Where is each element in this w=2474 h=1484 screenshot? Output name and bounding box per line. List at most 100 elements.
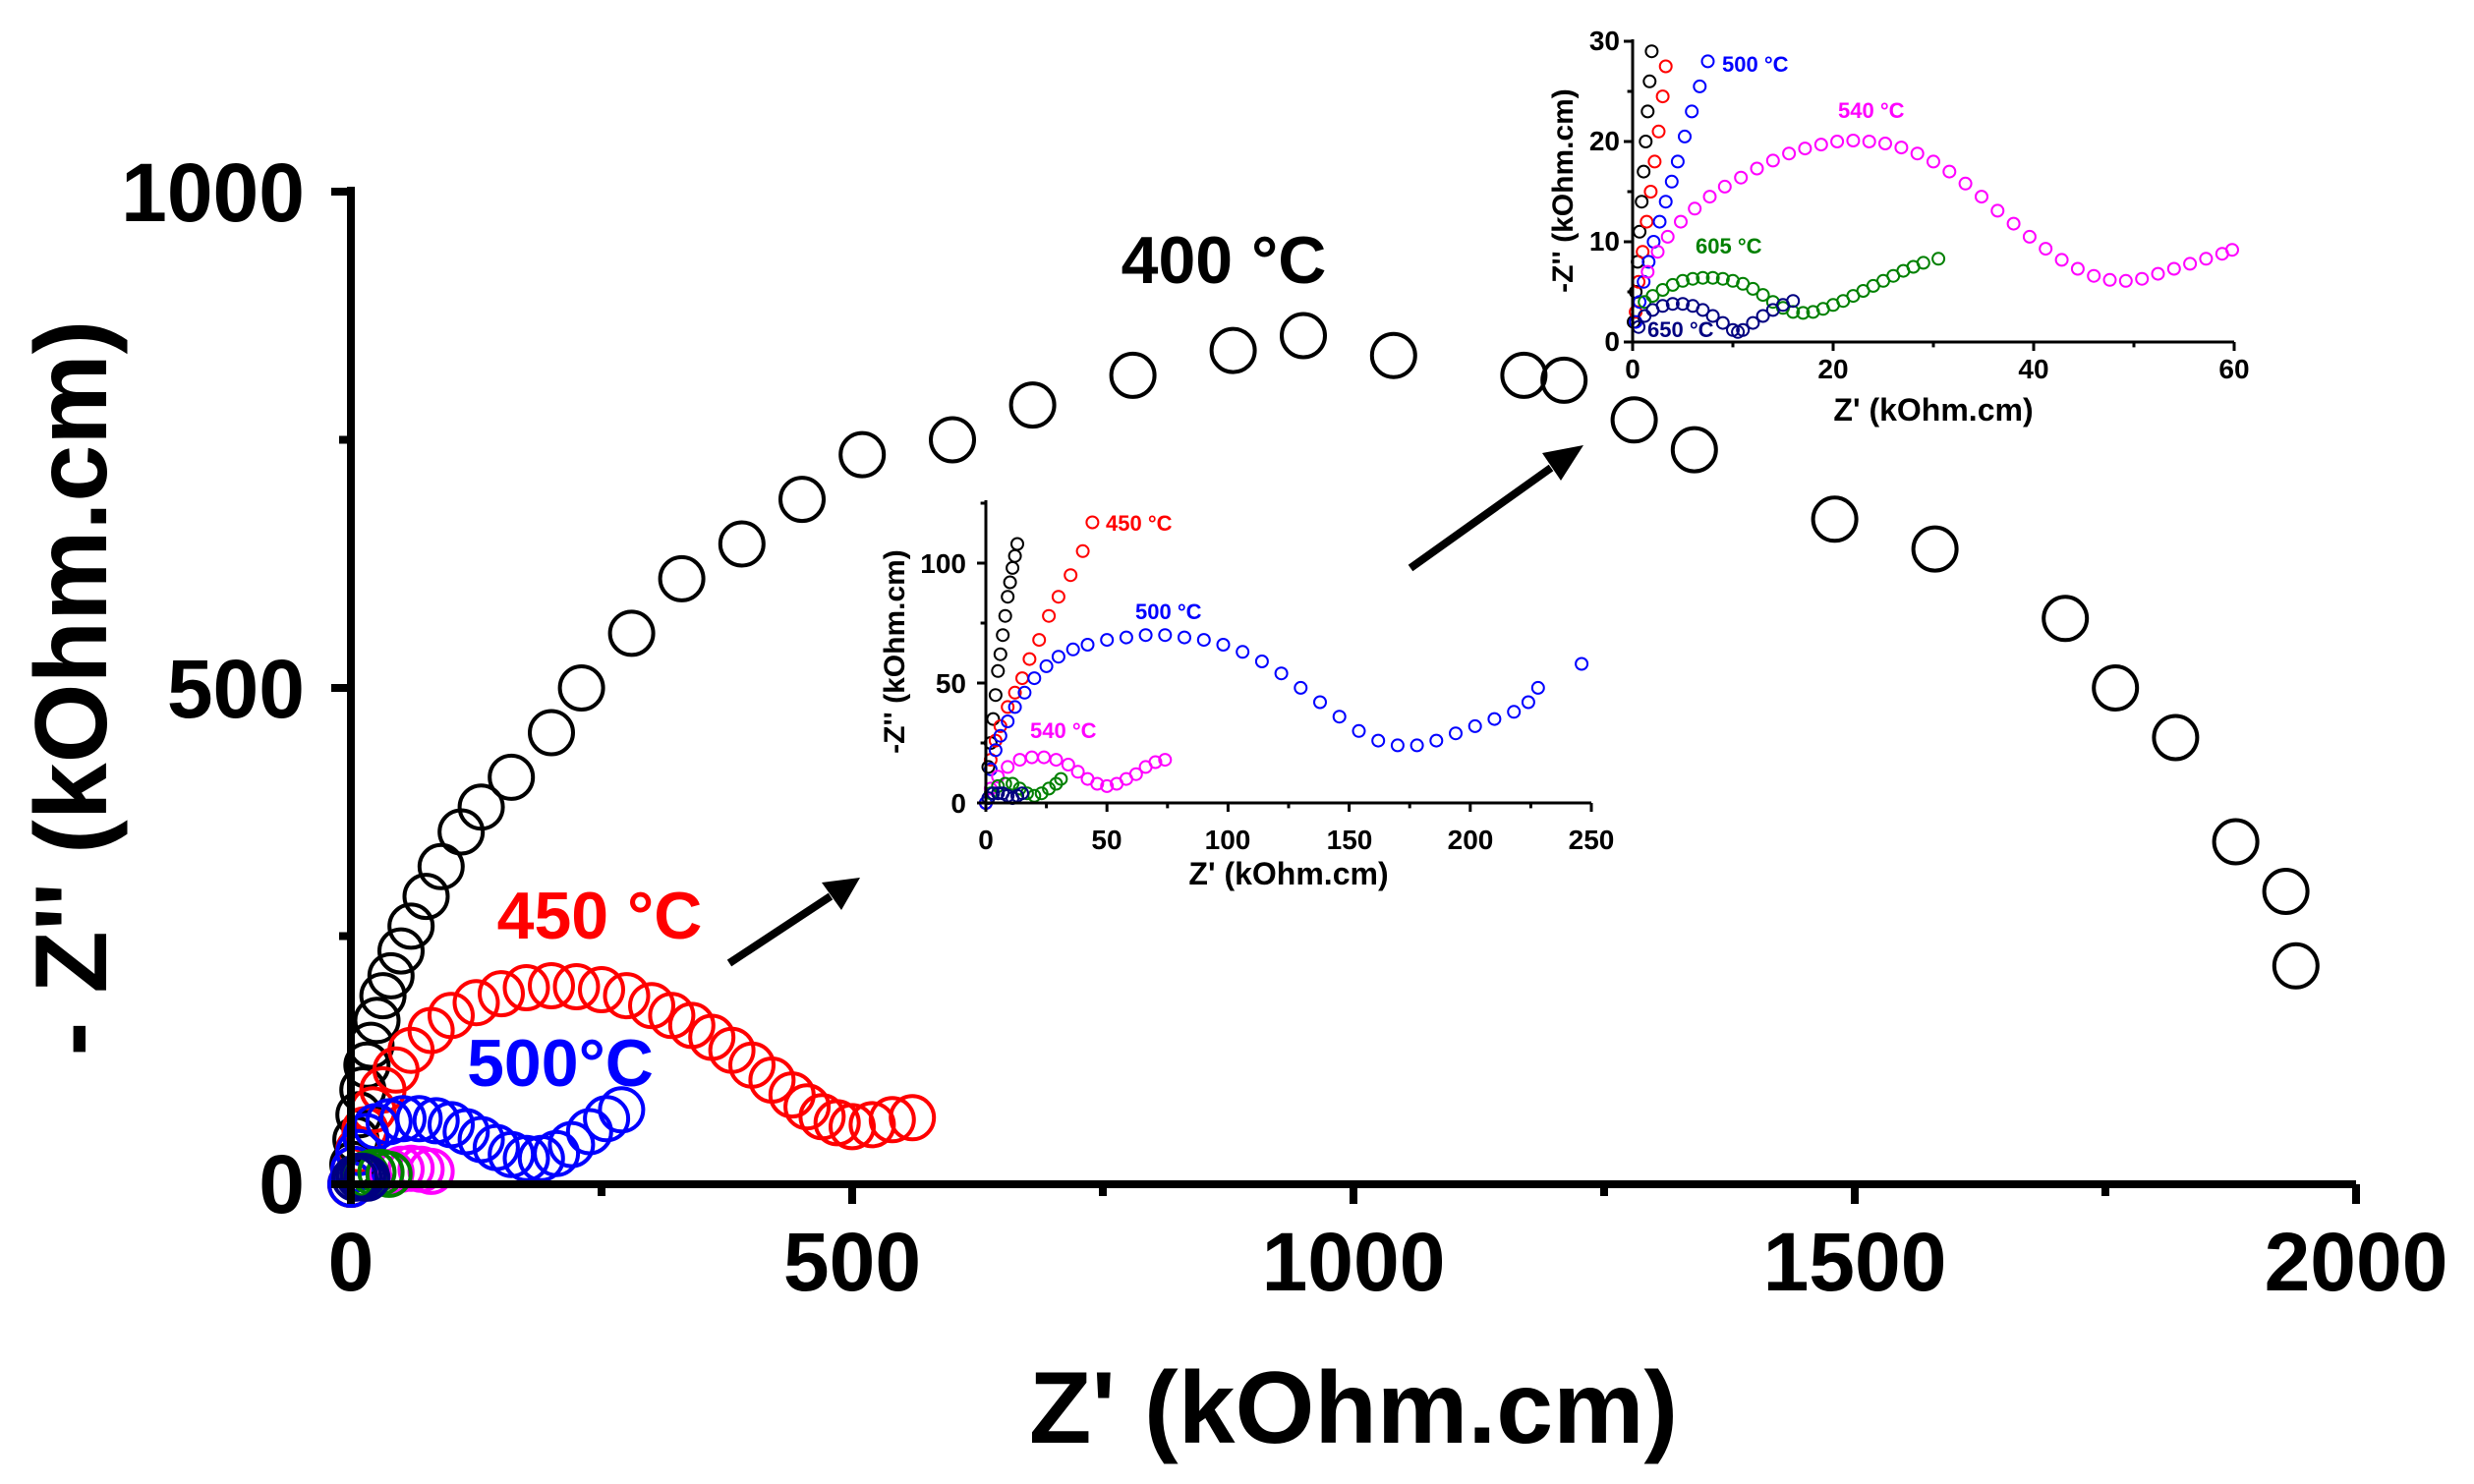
inset1-point-450-c <box>1051 590 1065 604</box>
inset2-point-500-c <box>1678 129 1692 143</box>
inset2-point-650-c <box>1676 297 1690 312</box>
annotation-400c: 400 °C <box>1122 223 1327 298</box>
inset1-point-400-c <box>981 760 996 774</box>
inset2-point-540-c <box>1688 201 1702 216</box>
main-point-450-c <box>868 1096 916 1144</box>
inset2-point-540-c <box>1975 190 1988 204</box>
main-point-400-c <box>929 416 976 464</box>
main-point-400-c <box>1280 312 1327 360</box>
inset2-point-540-c <box>2199 252 2214 266</box>
inset2-x-tick-label: 40 <box>2018 354 2048 384</box>
inset2-point-540-c <box>2006 216 2021 231</box>
inset1-point-400-c <box>996 628 1010 643</box>
inset1-point-500-c <box>1254 655 1269 668</box>
inset2-annotation-650c: 650 °C <box>1647 317 1714 342</box>
inset2-point-605-c <box>1645 289 1660 304</box>
main-point-400-c <box>367 951 415 999</box>
inset2-point-650-c <box>1736 322 1751 337</box>
inset2-point-540-c <box>1640 264 1655 279</box>
inset2-point-500-c <box>1685 104 1699 119</box>
main-point-400-c <box>1610 396 1658 444</box>
inset2-x-tick-label: 60 <box>2218 354 2249 384</box>
main-y-tick-label: 1000 <box>121 146 305 239</box>
inset1-point-400-c <box>991 663 1006 678</box>
inset2-point-450-c <box>1647 154 1662 169</box>
inset2-point-450-c <box>1643 185 1658 199</box>
main-data-points <box>327 312 2320 1208</box>
inset1-point-450-c <box>1022 652 1037 666</box>
inset2-ticks <box>1624 39 2236 351</box>
inset1-annotation-500c: 500 °C <box>1135 599 1202 624</box>
inset1-y-tick-label: 100 <box>920 548 966 579</box>
inset2-point-500-c <box>1700 54 1715 69</box>
inset1-data-points <box>979 515 1589 810</box>
inset2-x-tick-label: 20 <box>1817 354 1848 384</box>
inset2-point-540-c <box>2070 261 2085 276</box>
inset2-point-540-c <box>2225 243 2239 257</box>
inset1-point-500-c <box>1294 680 1308 695</box>
inset1-point-540-c <box>1148 755 1163 770</box>
inset2-point-540-c <box>1942 164 1957 179</box>
main-x-tick-label: 0 <box>328 1216 374 1308</box>
inset2-x-axis-label: Z' (kOhm.cm) <box>1833 392 2033 428</box>
inset1-point-500-c <box>1119 630 1133 645</box>
inset2-data-points <box>1627 44 2239 339</box>
inset1-x-tick-label: 150 <box>1327 825 1373 855</box>
inset2-point-540-c <box>1702 190 1717 204</box>
main-point-500-c <box>598 1086 646 1134</box>
inset2-point-540-c <box>1650 245 1665 259</box>
arrow-to-inset2-icon <box>1408 445 1583 572</box>
inset1-point-500-c <box>1080 638 1095 652</box>
main-point-400-c <box>718 520 766 568</box>
inset2-point-540-c <box>2135 271 2150 286</box>
inset2-point-540-c <box>2102 272 2117 287</box>
inset1-point-500-c <box>1313 695 1327 710</box>
main-point-400-c <box>778 476 826 524</box>
inset2-point-500-c <box>1652 214 1667 229</box>
inset2-point-540-c <box>1830 135 1845 148</box>
inset2-point-650-c <box>1696 303 1710 317</box>
inset1-point-500-c <box>1039 658 1054 673</box>
main-point-450-c <box>428 992 475 1040</box>
inset1-point-500-c <box>993 728 1007 743</box>
inset1-point-540-c <box>1070 765 1085 779</box>
inset1-point-500-c <box>1332 710 1347 724</box>
inset2-point-650-c <box>1715 315 1730 330</box>
inset1-point-450-c <box>1064 568 1078 583</box>
main-point-500-c <box>502 1134 550 1182</box>
inset1-point-540-c <box>1001 760 1015 774</box>
inset1-y-tick-label: 0 <box>950 788 966 819</box>
main-point-400-c <box>557 664 605 712</box>
inset1-point-500-c <box>1487 712 1502 726</box>
inset2-point-605-c <box>1715 271 1730 286</box>
annotation-450c: 450 °C <box>497 879 703 953</box>
inset2-y-tick-label: 0 <box>1604 326 1620 357</box>
inset2-annotation-500c: 500 °C <box>1722 52 1789 77</box>
inset1-point-500-c <box>1178 630 1191 645</box>
inset2-point-500-c <box>1641 255 1656 269</box>
inset2-point-540-c <box>2118 273 2133 288</box>
main-point-400-c <box>417 842 465 890</box>
main-point-400-c <box>1911 525 1959 573</box>
inset1-point-500-c <box>1467 718 1482 733</box>
main-point-400-c <box>2262 868 2310 915</box>
inset2-y-tick-label: 20 <box>1589 126 1620 156</box>
inset1-point-500-c <box>1216 638 1231 652</box>
inset1-point-500-c <box>1138 628 1153 643</box>
inset2-point-605-c <box>1755 288 1770 303</box>
arrow-to-inset1-icon <box>726 878 860 967</box>
inset1-point-400-c <box>1003 575 1017 590</box>
inset1-point-500-c <box>1158 628 1173 643</box>
inset1-point-450-c <box>1032 633 1047 648</box>
inset1-point-400-c <box>998 608 1012 623</box>
inset1-point-450-c <box>1042 608 1057 623</box>
inset2-point-500-c <box>1664 174 1679 189</box>
inset2-point-540-c <box>1990 203 2005 218</box>
inset1-point-500-c <box>1100 633 1115 648</box>
main-point-400-c <box>353 997 401 1045</box>
inset2-point-540-c <box>1927 154 1940 169</box>
inset2-point-450-c <box>1658 59 1673 74</box>
inset1-point-400-c <box>988 688 1003 703</box>
inset1-annotation-450c: 450 °C <box>1106 511 1173 536</box>
inset2-point-540-c <box>1734 170 1749 185</box>
